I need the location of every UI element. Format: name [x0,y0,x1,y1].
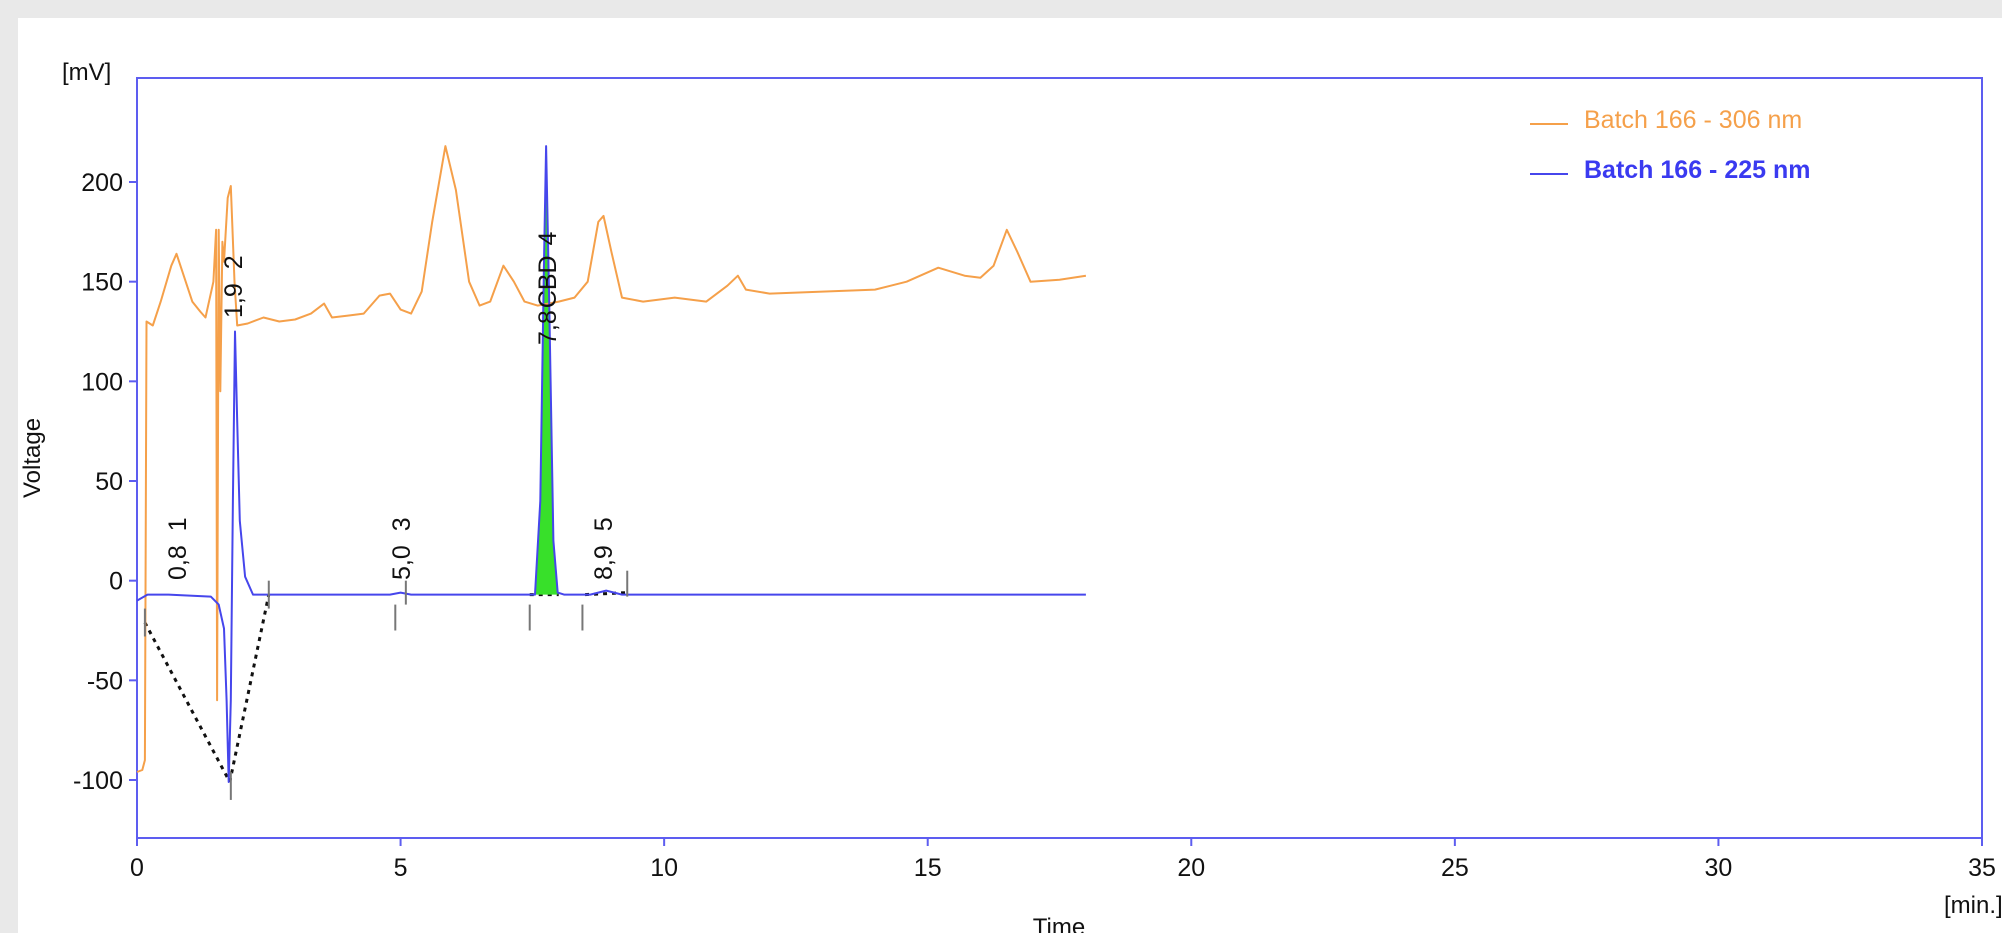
peak-3-number: 3 [388,517,416,531]
peak-5-number: 5 [590,517,618,531]
x-tick-label: 15 [914,854,942,882]
peak-labels: 0,81 1,92 5,03 7,8CBD4 8,95 [164,231,618,580]
peak-2-number: 2 [220,255,248,269]
y-axis: 200 150 100 50 0 -50 -100 [73,169,137,795]
y-axis-title: Voltage [19,418,46,498]
peak-1-number: 1 [164,517,192,531]
y-tick-label: -50 [87,667,123,695]
series-layer [136,145,1087,783]
plot-frame [136,77,1983,839]
y-tick-label: -100 [73,767,123,795]
y-tick-label: 200 [81,169,123,197]
peak-2-time: 1,9 [220,283,248,318]
peak-label-5: 8,95 [590,517,618,580]
x-tick-label: 30 [1705,854,1733,882]
peak-label-1: 0,81 [164,517,192,580]
baseline-peak-5 [585,591,628,597]
x-tick-label: 5 [394,854,408,882]
x-tick-label: 20 [1177,854,1205,882]
peak-5-time: 8,9 [590,545,618,580]
peak-4-time: 7,8 [534,310,562,345]
y-tick-label: 150 [81,269,123,297]
peak-4-name: CBD [534,255,562,308]
y-tick-label: 50 [95,468,123,496]
series-306nm-line [136,145,1087,773]
peak-4-number: 4 [534,231,562,245]
x-tick-label: 0 [130,854,144,882]
legend: Batch 166 - 306 nm Batch 166 - 225 nm [1530,106,1811,184]
y-tick-label: 0 [109,568,123,596]
y-tick-label: 100 [81,368,123,396]
peak-1-time: 0,8 [164,545,192,580]
legend-label-225: Batch 166 - 225 nm [1584,156,1811,184]
y-unit: [mV] [62,59,111,86]
legend-label-306: Batch 166 - 306 nm [1584,106,1802,134]
series-225nm-line [136,145,1086,783]
baseline-peak-1 [143,621,232,783]
x-tick-label: 25 [1441,854,1469,882]
peak-label-2: 1,92 [220,255,248,318]
x-tick-label: 35 [1968,854,1996,882]
peak-label-3: 5,03 [388,517,416,580]
x-unit: [min.] [1944,892,2002,919]
peak-3-time: 5,0 [388,545,416,580]
integration-baselines [143,591,628,783]
peak-markers [143,570,629,800]
x-axis: 0 5 10 15 20 25 30 35 [130,838,1996,882]
x-axis-title: Time [1033,914,1085,933]
x-tick-label: 10 [650,854,678,882]
peak-label-4: 7,8CBD 4 [534,231,562,345]
